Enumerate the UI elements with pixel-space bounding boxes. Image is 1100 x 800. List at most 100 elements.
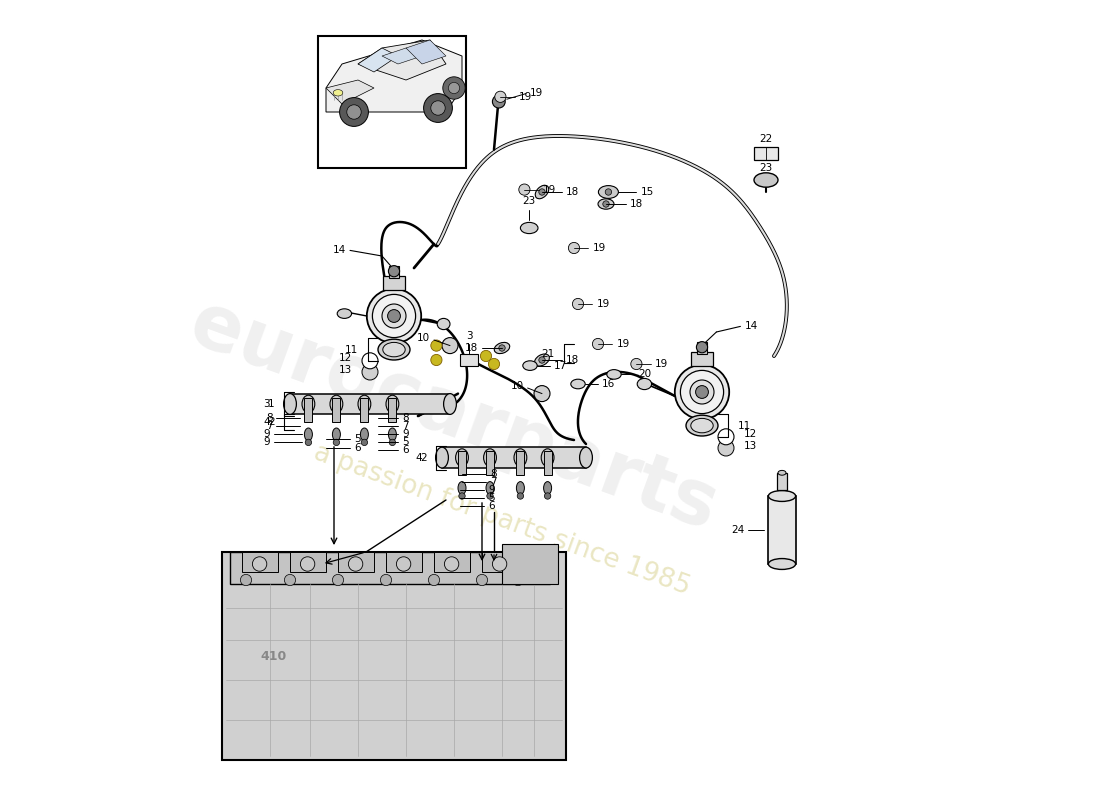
Text: 20: 20: [638, 370, 651, 379]
Ellipse shape: [520, 222, 538, 234]
Circle shape: [481, 350, 492, 362]
Polygon shape: [326, 40, 462, 112]
Bar: [434, 552, 470, 572]
Text: 19: 19: [530, 88, 543, 98]
Ellipse shape: [535, 354, 549, 366]
Text: 10: 10: [417, 334, 430, 343]
Ellipse shape: [580, 447, 593, 468]
Ellipse shape: [690, 380, 714, 404]
Ellipse shape: [366, 289, 421, 343]
Ellipse shape: [378, 339, 410, 360]
Ellipse shape: [330, 395, 343, 413]
Text: 5: 5: [354, 434, 361, 444]
Bar: [230, 552, 550, 584]
Ellipse shape: [778, 470, 786, 475]
Text: 8: 8: [266, 414, 273, 423]
Text: 11: 11: [738, 421, 751, 430]
Circle shape: [517, 493, 524, 499]
Ellipse shape: [333, 90, 343, 96]
Circle shape: [569, 242, 580, 254]
Ellipse shape: [571, 379, 585, 389]
Circle shape: [305, 439, 311, 446]
Text: 3: 3: [466, 331, 473, 341]
Ellipse shape: [302, 395, 315, 413]
Ellipse shape: [607, 370, 621, 379]
Circle shape: [241, 574, 252, 586]
Text: 5: 5: [488, 493, 495, 502]
Text: 23: 23: [759, 163, 772, 173]
Polygon shape: [326, 80, 374, 104]
Text: 10: 10: [510, 382, 524, 391]
Text: 12: 12: [744, 429, 757, 438]
Circle shape: [696, 342, 707, 353]
Bar: [769, 496, 795, 564]
Circle shape: [449, 82, 460, 94]
Ellipse shape: [674, 365, 729, 419]
Ellipse shape: [383, 342, 405, 357]
Text: 9: 9: [402, 430, 408, 439]
Polygon shape: [382, 48, 422, 64]
Circle shape: [519, 184, 530, 195]
Circle shape: [444, 557, 459, 571]
Text: 12: 12: [339, 353, 352, 362]
Ellipse shape: [436, 447, 449, 468]
Circle shape: [488, 358, 499, 370]
Circle shape: [544, 493, 551, 499]
Ellipse shape: [541, 449, 554, 466]
Text: 13: 13: [339, 366, 352, 375]
Text: 17: 17: [554, 361, 568, 370]
Ellipse shape: [637, 378, 651, 390]
Circle shape: [513, 574, 524, 586]
Text: 16: 16: [602, 379, 615, 389]
Bar: [502, 544, 558, 584]
Ellipse shape: [284, 394, 296, 414]
Text: 3: 3: [263, 399, 270, 409]
Circle shape: [695, 386, 708, 398]
Text: 5: 5: [402, 438, 408, 447]
Circle shape: [605, 189, 612, 195]
Text: 18: 18: [566, 187, 580, 197]
Ellipse shape: [455, 449, 469, 466]
Text: 9: 9: [263, 430, 270, 439]
Circle shape: [333, 439, 340, 446]
Text: 19: 19: [542, 185, 556, 194]
Text: 14: 14: [332, 246, 346, 255]
Text: 7: 7: [266, 422, 273, 431]
Text: eurocarparts: eurocarparts: [180, 286, 728, 546]
Ellipse shape: [484, 449, 496, 466]
Text: 11: 11: [344, 345, 358, 354]
Circle shape: [476, 574, 487, 586]
Bar: [386, 552, 422, 572]
Text: 2: 2: [268, 417, 275, 426]
Text: 19: 19: [654, 359, 668, 369]
Bar: [305, 398, 312, 422]
Bar: [543, 451, 551, 475]
Circle shape: [431, 354, 442, 366]
Circle shape: [593, 338, 604, 350]
Text: 6: 6: [402, 446, 408, 455]
Circle shape: [362, 353, 378, 369]
Ellipse shape: [382, 304, 406, 328]
Bar: [461, 354, 478, 366]
Bar: [242, 552, 278, 572]
Text: 4: 4: [263, 417, 270, 426]
Circle shape: [539, 357, 546, 363]
Circle shape: [361, 439, 367, 446]
Text: 410: 410: [261, 650, 287, 662]
Bar: [778, 473, 786, 490]
Ellipse shape: [536, 186, 549, 198]
Text: 7: 7: [402, 422, 408, 431]
Circle shape: [300, 557, 315, 571]
Text: 23: 23: [522, 196, 536, 206]
Circle shape: [630, 358, 642, 370]
Bar: [222, 552, 566, 760]
Polygon shape: [406, 40, 446, 64]
Circle shape: [442, 338, 458, 354]
Text: 1: 1: [268, 399, 275, 409]
Circle shape: [285, 574, 296, 586]
Text: 14: 14: [745, 322, 758, 331]
Ellipse shape: [543, 482, 551, 494]
Ellipse shape: [522, 361, 537, 370]
Ellipse shape: [598, 186, 618, 198]
Circle shape: [495, 91, 506, 102]
